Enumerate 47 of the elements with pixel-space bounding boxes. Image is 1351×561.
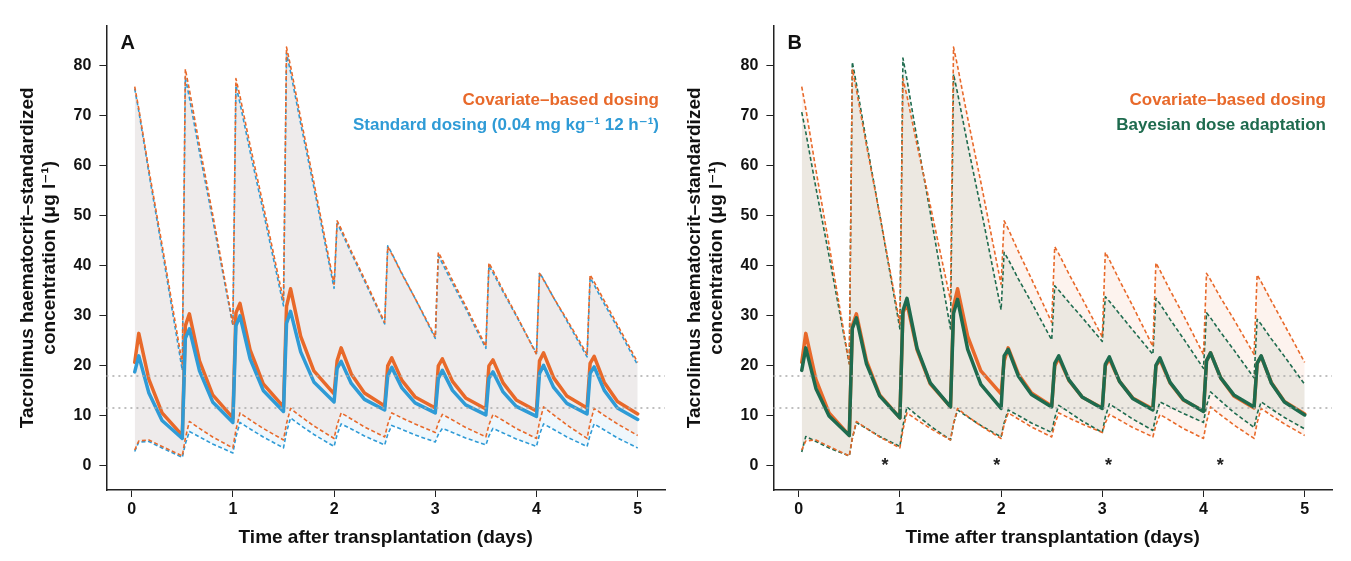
y-tick-label: 10 (73, 406, 92, 424)
y-tick-label: 80 (73, 56, 92, 74)
x-tick-label: 1 (895, 500, 905, 518)
y-tick-label: 30 (740, 306, 759, 324)
line-series (133, 417, 639, 459)
y-tick-label: 70 (73, 106, 92, 124)
x-tick-label: 3 (430, 500, 440, 518)
y-tick-label: 60 (740, 156, 759, 174)
x-axis-title: Time after transplantation (days) (905, 525, 1200, 547)
x-tick-label: 0 (794, 500, 804, 518)
text: Standard dosing (0.04 mg kg⁻¹ 12 h⁻¹) (352, 115, 659, 135)
line-series (133, 406, 639, 457)
y-tick-label: 20 (73, 356, 92, 374)
chart-title: B (787, 31, 802, 54)
y-tick-label: 70 (740, 106, 759, 124)
y-tick-label: 80 (740, 56, 759, 74)
annotation: * (1105, 454, 1113, 475)
x-tick-label: 4 (1199, 500, 1209, 518)
y-tick-label: 40 (740, 256, 759, 274)
x-tick-label: 3 (1097, 500, 1107, 518)
text: Bayesian dose adaptation (1116, 115, 1326, 135)
x-tick-label: 0 (127, 500, 137, 518)
annotation: * (1216, 454, 1224, 475)
y-tick-label: 40 (73, 256, 92, 274)
y-axis-title: Tacrolimus haematocrit–standardized concentration (μg l⁻¹) (682, 87, 727, 429)
y-tick-label: 10 (740, 406, 759, 424)
text: Covariate–based dosing (1129, 90, 1326, 110)
line-series (800, 406, 1306, 457)
y-tick-label: 50 (73, 206, 92, 224)
annotation: * (881, 454, 889, 475)
y-axis-title: Tacrolimus haematocrit–standardized concentration (μg l⁻¹) (15, 87, 60, 429)
x-tick-label: 4 (532, 500, 542, 518)
y-tick-label: 20 (740, 356, 759, 374)
x-tick-label: 2 (996, 500, 1006, 518)
x-tick-label: 2 (329, 500, 339, 518)
y-tick-label: 0 (82, 456, 92, 474)
x-axis-title: Time after transplantation (days) (238, 525, 533, 547)
x-tick-label: 5 (1300, 500, 1310, 518)
x-tick-label: 5 (633, 500, 643, 518)
y-tick-label: 0 (749, 456, 759, 474)
y-tick-label: 60 (73, 156, 92, 174)
text: Covariate–based dosing (462, 90, 659, 110)
y-tick-label: 50 (740, 206, 759, 224)
y-tick-label: 30 (73, 306, 92, 324)
chart-title: A (120, 31, 135, 54)
annotation: * (993, 454, 1001, 475)
x-tick-label: 1 (228, 500, 238, 518)
